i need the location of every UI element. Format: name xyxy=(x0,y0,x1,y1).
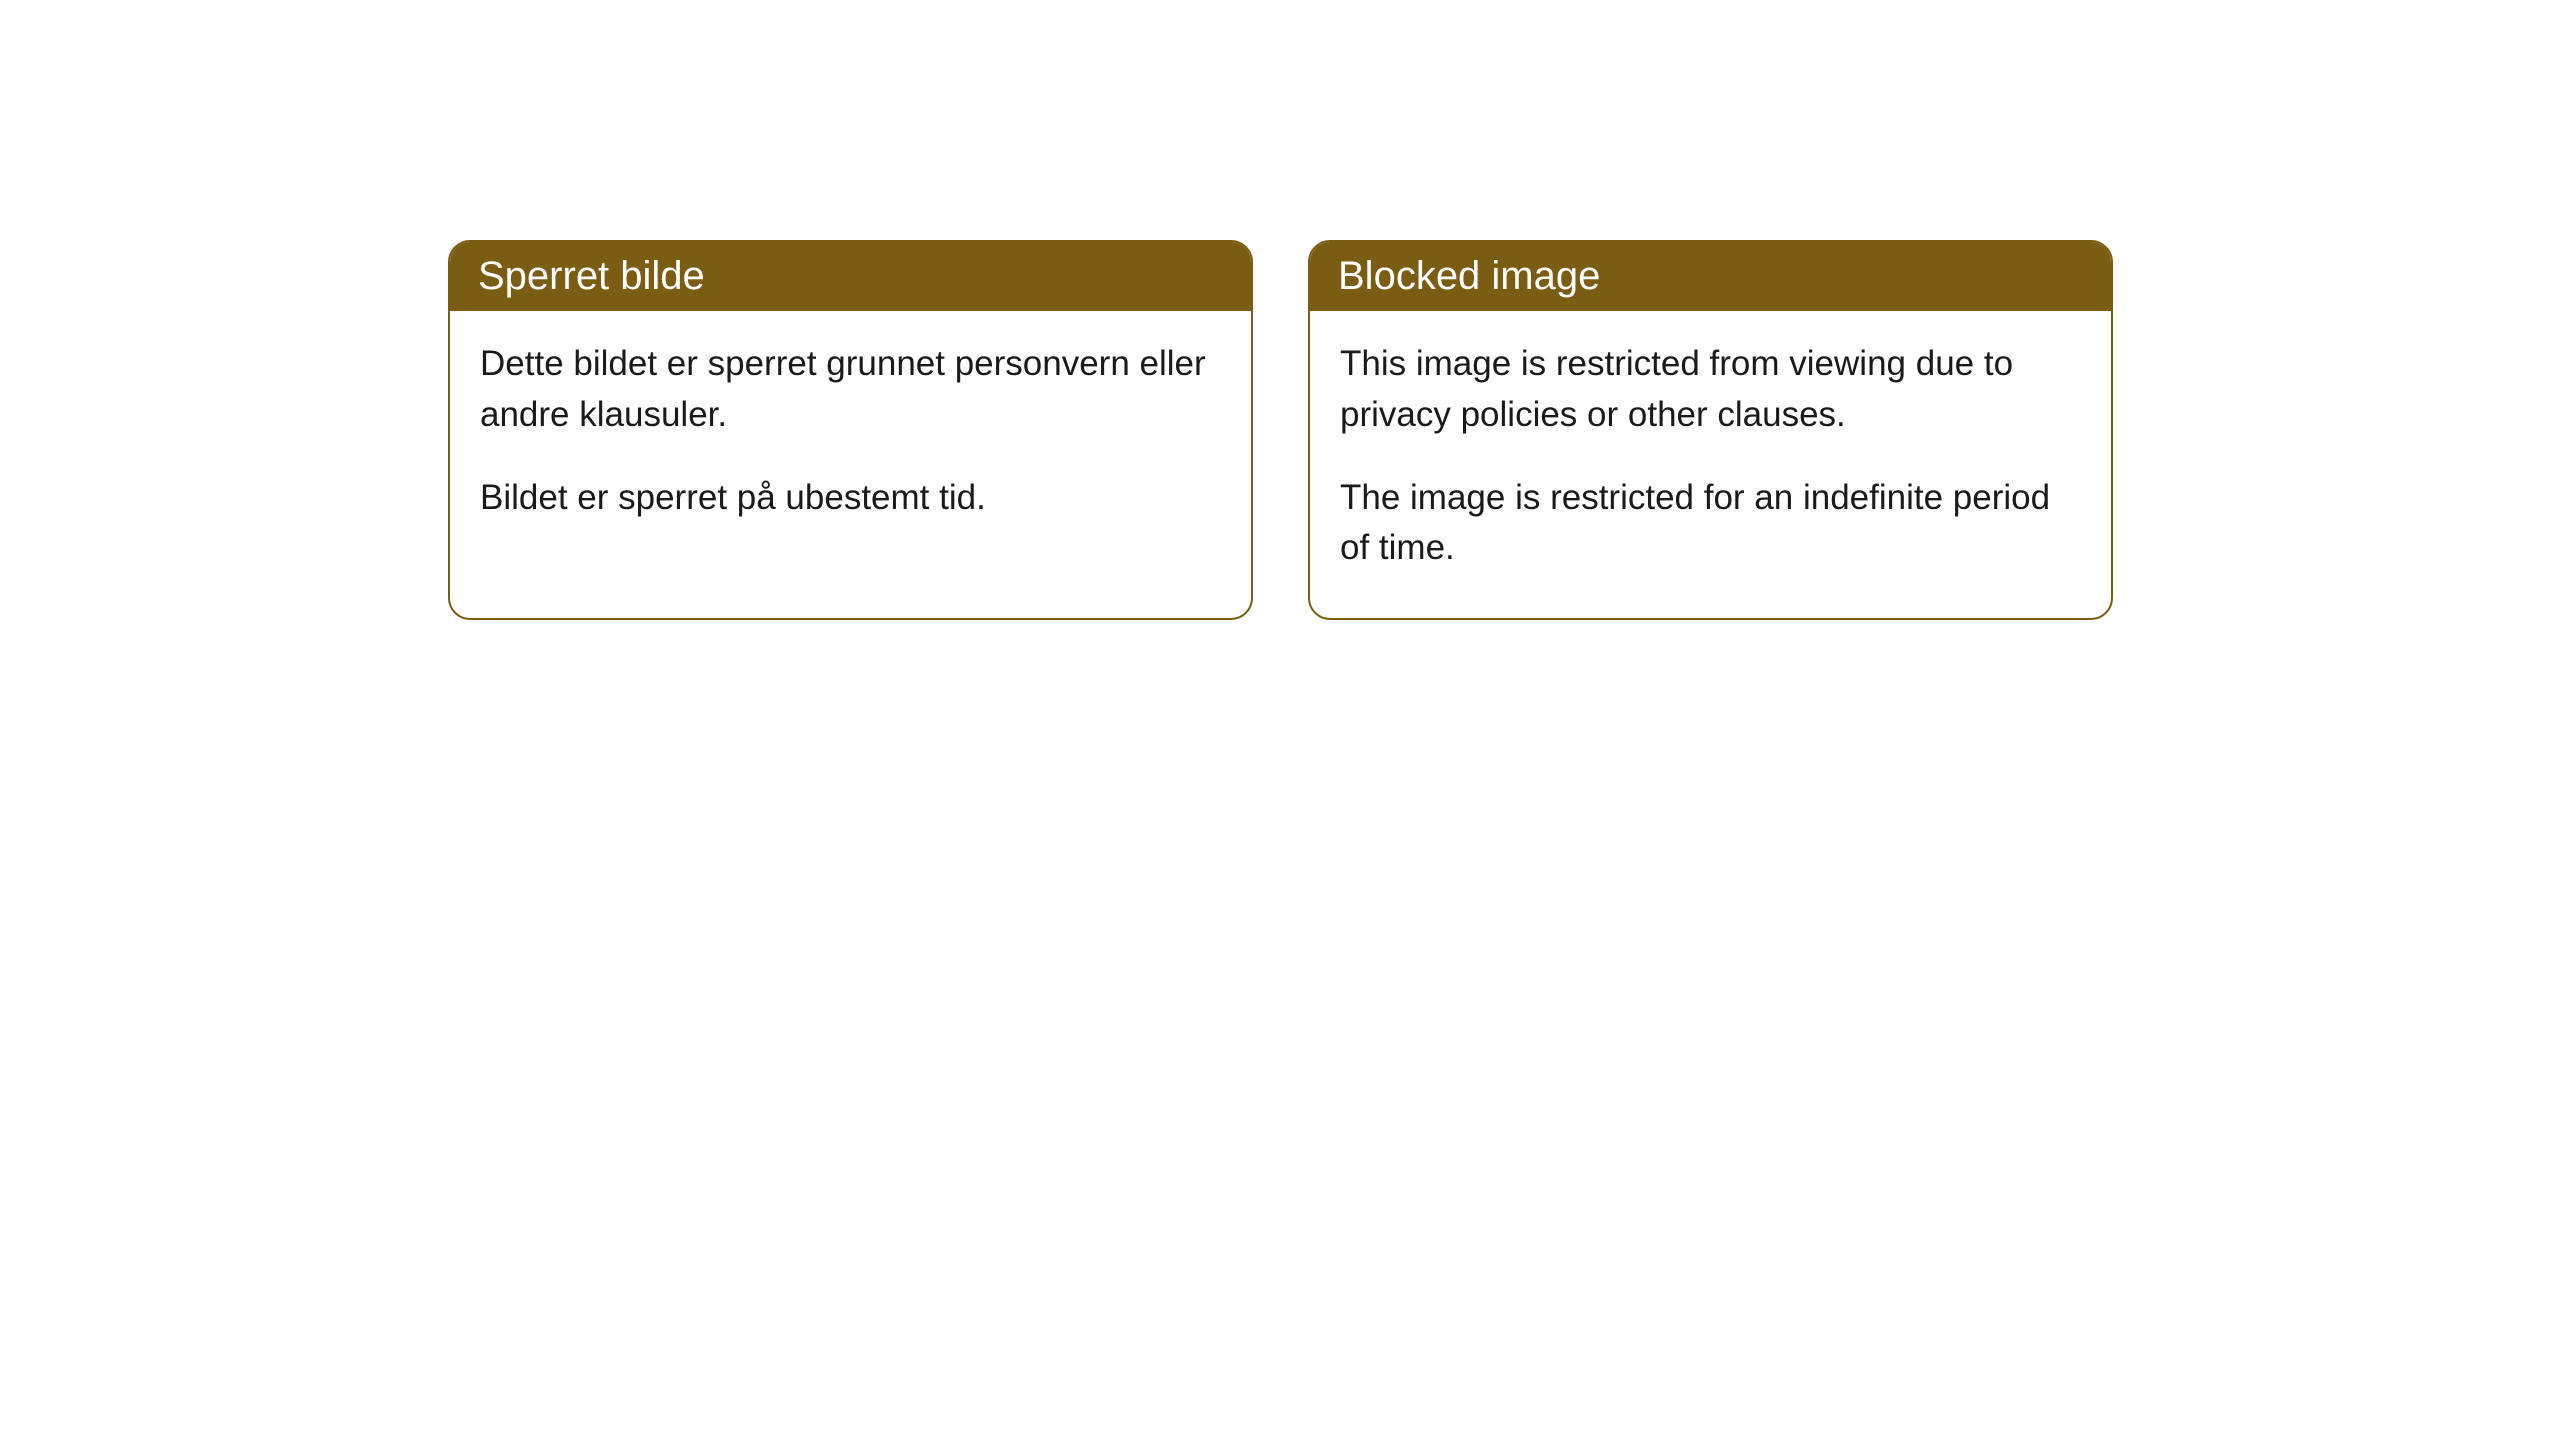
card-title-norwegian: Sperret bilde xyxy=(478,254,705,298)
card-paragraph1-english: This image is restricted from viewing du… xyxy=(1340,339,2081,441)
card-norwegian: Sperret bilde Dette bildet er sperret gr… xyxy=(448,240,1253,620)
cards-container: Sperret bilde Dette bildet er sperret gr… xyxy=(448,240,2113,620)
card-header-norwegian: Sperret bilde xyxy=(450,242,1251,311)
card-header-english: Blocked image xyxy=(1310,242,2111,311)
card-title-english: Blocked image xyxy=(1338,254,1600,298)
card-body-english: This image is restricted from viewing du… xyxy=(1310,311,2111,618)
card-paragraph2-norwegian: Bildet er sperret på ubestemt tid. xyxy=(480,473,1221,524)
card-body-norwegian: Dette bildet er sperret grunnet personve… xyxy=(450,311,1251,567)
card-paragraph2-english: The image is restricted for an indefinit… xyxy=(1340,473,2081,575)
card-english: Blocked image This image is restricted f… xyxy=(1308,240,2113,620)
card-paragraph1-norwegian: Dette bildet er sperret grunnet personve… xyxy=(480,339,1221,441)
